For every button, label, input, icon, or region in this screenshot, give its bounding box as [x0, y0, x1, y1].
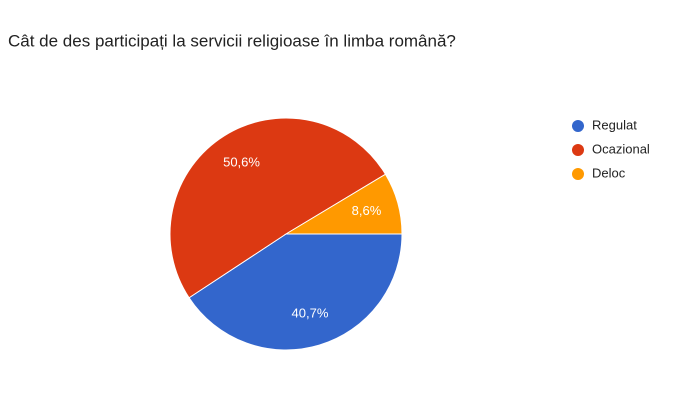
legend-label: Regulat	[592, 117, 637, 132]
slice-label: 8,6%	[352, 203, 382, 218]
slice-label: 50,6%	[223, 155, 260, 170]
legend-label: Deloc	[592, 165, 626, 180]
legend-marker	[572, 120, 584, 132]
legend-label: Ocazional	[592, 141, 650, 156]
legend-marker	[572, 168, 584, 180]
slice-label: 40,7%	[292, 305, 329, 320]
chart-title: Cât de des participați la servicii relig…	[8, 31, 456, 50]
pie-slice	[284, 173, 403, 235]
pie-slice	[169, 117, 387, 299]
legend-marker	[572, 144, 584, 156]
